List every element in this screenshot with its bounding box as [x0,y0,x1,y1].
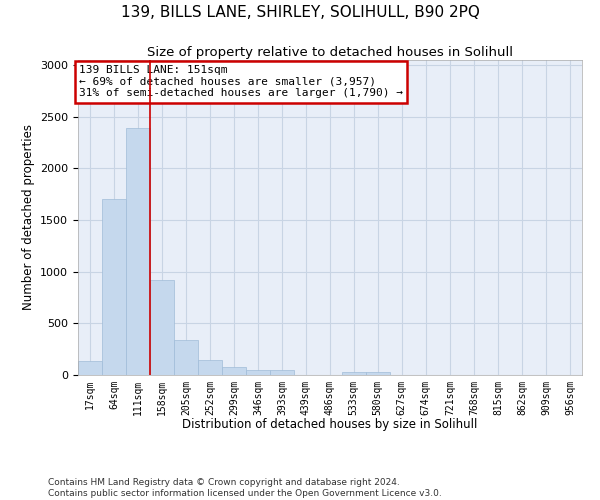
Bar [78,360,102,375]
Bar [199,360,222,375]
Text: Contains HM Land Registry data © Crown copyright and database right 2024.
Contai: Contains HM Land Registry data © Crown c… [48,478,442,498]
Text: 139, BILLS LANE, SHIRLEY, SOLIHULL, B90 2PQ: 139, BILLS LANE, SHIRLEY, SOLIHULL, B90 … [121,5,479,20]
Bar [342,372,365,375]
Bar [127,128,150,375]
Bar [247,370,270,375]
Title: Size of property relative to detached houses in Solihull: Size of property relative to detached ho… [147,46,513,59]
Bar [366,372,389,375]
Bar [223,366,246,375]
Bar [175,340,198,375]
Text: 139 BILLS LANE: 151sqm
← 69% of detached houses are smaller (3,957)
31% of semi-: 139 BILLS LANE: 151sqm ← 69% of detached… [79,65,403,98]
X-axis label: Distribution of detached houses by size in Solihull: Distribution of detached houses by size … [182,418,478,431]
Bar [271,370,294,375]
Bar [151,280,174,375]
Bar [102,200,126,375]
Y-axis label: Number of detached properties: Number of detached properties [22,124,35,310]
